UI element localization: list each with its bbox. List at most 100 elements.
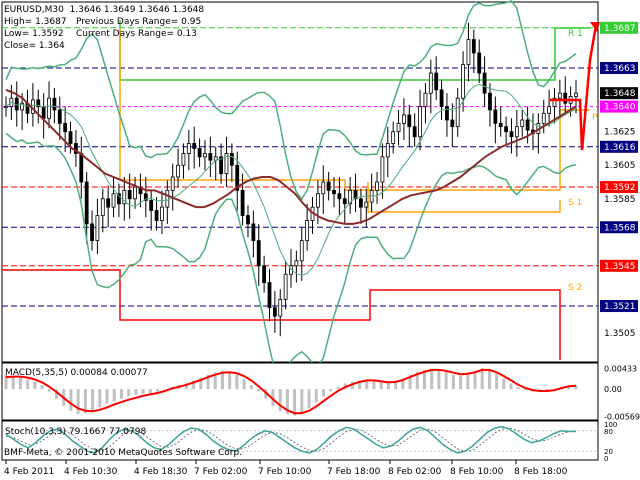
candle-body [509,131,514,138]
candle-body [455,97,460,128]
candle-body [348,189,353,205]
candle-body [547,106,552,114]
price-tag-label: 1.3648 [604,89,636,99]
stoch-tick-label: 20 [604,448,613,456]
candle-body [525,119,530,131]
price-panel: R 1 P S 1 S 2 1.3687 1.3663 1.3648 1.3640 1.3625… [1,0,638,377]
time-label: 8 Feb 18:00 [514,467,568,477]
candle-body [219,156,223,175]
price-tag [600,140,638,153]
price-tick-label: 1.3625 [604,128,636,138]
candle-body [423,92,428,107]
candle-body [251,223,256,242]
price-tag [600,62,638,75]
time-label: 7 Feb 18:00 [327,467,381,477]
candle-body [557,92,562,99]
price-frame [1,1,599,363]
candle-body [498,122,503,128]
header-symbol: EURUSD,M30 1.3646 1.3649 1.3646 1.3648 [4,5,205,15]
candle-body [235,164,240,191]
candle-body [407,114,412,128]
support2-step-line [2,269,561,360]
price-tag [600,300,638,313]
candle-body [396,122,401,133]
price-tag-label: 1.3640 [604,103,636,113]
candle-body [256,240,261,267]
candle-body [563,92,568,104]
candle-body [294,260,299,267]
candle-body [106,198,111,208]
candle-body [434,72,439,91]
candle-body [267,282,272,309]
candle-body [154,210,159,221]
header-previous-range: Previous Days Range= 0.95 [76,17,202,27]
candle-body [272,307,277,317]
candle-body [332,189,336,195]
candle-body [418,106,422,138]
candle-body [321,181,326,195]
candle-body [203,153,207,158]
candle-body [165,189,170,208]
candle-body [208,153,213,161]
level-label: P [592,113,598,123]
copyright: BMF-Meta, © 2001-2010 MetaQuotes Softwar… [4,448,243,458]
candle-body [197,148,202,158]
forecast-arrow-head [590,22,600,32]
time-label: 4 Feb 18:30 [134,467,188,477]
macd-tick-label: -0.00569 [604,413,640,422]
candle-body [90,223,94,242]
candle-body [74,143,78,154]
price-tag [600,259,638,272]
stoch-signal-line [5,427,576,452]
candle-body [514,126,519,138]
candle-body [57,109,62,124]
candle-body [364,201,369,208]
candle-body [466,39,471,66]
candle-body [127,189,132,200]
candle-body [20,102,25,111]
candle-body [305,220,310,242]
candle-body [111,193,116,208]
candle-body [428,72,433,94]
candle-body [342,198,347,205]
level-label: S 2 [568,283,582,293]
macd-tick-label: 0.00433 [604,364,637,373]
candle-body [63,122,68,133]
candle-body [359,198,363,208]
time-label: 4 Feb 10:30 [64,467,118,477]
candle-body [337,193,342,200]
candle-body [95,215,100,242]
price-tick-label: 1.3605 [604,161,636,171]
candle-body [186,143,191,154]
candle-body [299,240,304,262]
candle-body [504,126,508,133]
candle-body [181,153,186,166]
price-tag [600,181,638,194]
macd-panel: MACD(5,35,5) 0.00084 0.00077 0.00433 0.00 -… [1,362,640,422]
candle-body [482,72,487,94]
header-current-range: Current Days Range= 0.13 [76,29,197,39]
candle-body [445,106,449,121]
candle-body [224,153,229,175]
bollinger-lower [5,132,577,377]
candle-body [149,200,154,211]
candle-body [520,119,525,128]
forecast-arrow-line [550,24,598,151]
price-tag [600,221,638,234]
candle-body [283,273,288,300]
candle-body [493,109,498,124]
candle-body [160,206,164,221]
candle-body [84,181,89,225]
stoch-tick-label: 0 [604,455,608,463]
candle-body [79,153,84,183]
candle-body [353,189,358,200]
candle-body [412,126,417,138]
candle-body [402,114,406,124]
candle-body [170,176,175,191]
candle-body [47,97,51,119]
candle-body [41,106,46,119]
price-tag [600,87,638,100]
header-low: Low= 1.3592 [4,29,64,39]
